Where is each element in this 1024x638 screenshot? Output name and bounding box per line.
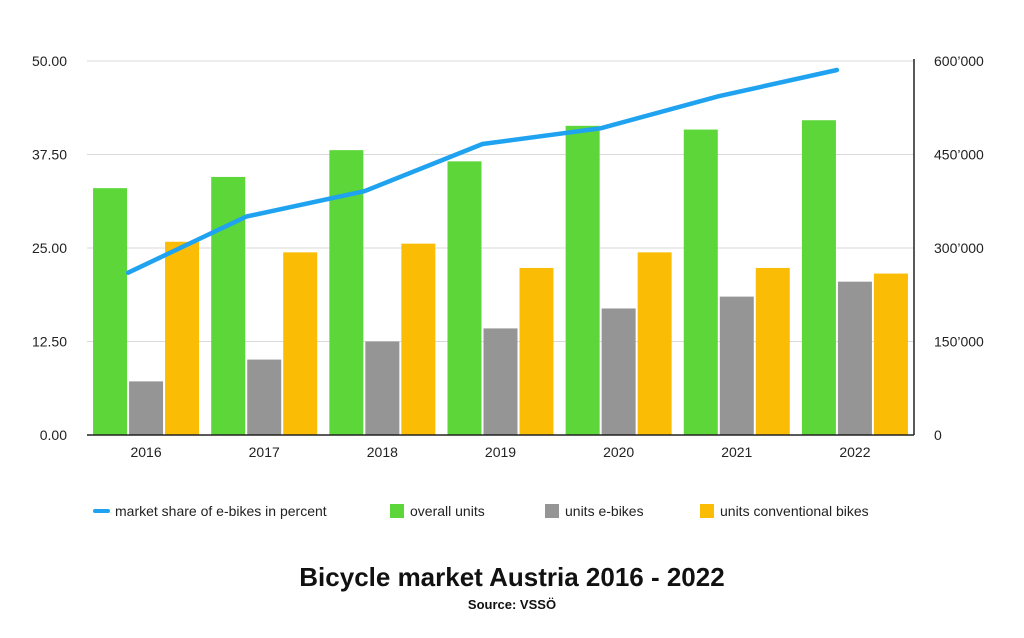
y-right-tick-label: 600’000 bbox=[934, 53, 984, 69]
x-tick-label: 2016 bbox=[130, 444, 161, 460]
bar-units-conventional-bikes-2019 bbox=[519, 267, 554, 435]
chart-subtitle: Source: VSSÖ bbox=[467, 597, 557, 612]
y-right-tick-label: 150’000 bbox=[934, 334, 984, 350]
bars bbox=[93, 120, 908, 436]
x-tick-label: 2019 bbox=[485, 444, 516, 460]
tick-labels: 0.00 12.50 25.00 37.50 50.00 0 150’000 300’000 4… bbox=[32, 53, 984, 460]
bar-units-e-bikes-2017 bbox=[247, 359, 282, 435]
bar-overall-units-2019 bbox=[447, 161, 482, 435]
y-left-tick-label: 37.50 bbox=[32, 147, 67, 163]
bar-overall-units-2020 bbox=[565, 125, 600, 436]
bar-units-conventional-bikes-2016 bbox=[165, 241, 200, 435]
legend-swatch bbox=[390, 504, 404, 518]
y-left-tick-label: 0.00 bbox=[40, 427, 67, 443]
bar-units-e-bikes-2019 bbox=[483, 328, 518, 435]
x-tick-label: 2017 bbox=[249, 444, 280, 460]
legend-label: market share of e-bikes in percent bbox=[115, 503, 327, 519]
x-tick-label: 2020 bbox=[603, 444, 634, 460]
bar-overall-units-2022 bbox=[801, 120, 836, 435]
axes bbox=[87, 59, 915, 436]
y-left-tick-label: 25.00 bbox=[32, 240, 67, 256]
bar-overall-units-2016 bbox=[93, 188, 128, 435]
x-tick-label: 2021 bbox=[721, 444, 752, 460]
bar-units-e-bikes-2016 bbox=[129, 381, 164, 435]
bar-overall-units-2021 bbox=[683, 129, 718, 436]
line-series bbox=[125, 67, 840, 275]
bar-units-e-bikes-2018 bbox=[365, 341, 400, 435]
line-market-share bbox=[125, 67, 840, 275]
gridlines bbox=[87, 60, 914, 342]
legend-label: overall units bbox=[410, 503, 485, 519]
x-tick-label: 2018 bbox=[367, 444, 398, 460]
y-left-tick-label: 50.00 bbox=[32, 53, 67, 69]
legend-swatch bbox=[545, 504, 559, 518]
x-tick-label: 2022 bbox=[839, 444, 870, 460]
bar-units-conventional-bikes-2017 bbox=[283, 252, 318, 435]
y-right-tick-label: 450’000 bbox=[934, 147, 984, 163]
bar-units-e-bikes-2022 bbox=[837, 281, 872, 435]
legend: market share of e-bikes in percent overal… bbox=[93, 503, 869, 519]
y-right-tick-label: 300’000 bbox=[934, 240, 984, 256]
chart-title: Bicycle market Austria 2016 - 2022 bbox=[299, 562, 725, 592]
bar-overall-units-2017 bbox=[211, 176, 246, 435]
bar-units-conventional-bikes-2018 bbox=[401, 243, 436, 435]
bar-units-conventional-bikes-2022 bbox=[873, 273, 908, 435]
y-right-tick-label: 0 bbox=[934, 427, 942, 443]
bar-units-e-bikes-2020 bbox=[601, 308, 636, 435]
legend-label: units conventional bikes bbox=[720, 503, 869, 519]
bar-units-conventional-bikes-2021 bbox=[755, 267, 790, 435]
bar-units-e-bikes-2021 bbox=[719, 296, 754, 435]
legend-label: units e-bikes bbox=[565, 503, 644, 519]
y-left-tick-label: 12.50 bbox=[32, 334, 67, 350]
bar-units-conventional-bikes-2020 bbox=[637, 252, 672, 435]
legend-swatch bbox=[700, 504, 714, 518]
